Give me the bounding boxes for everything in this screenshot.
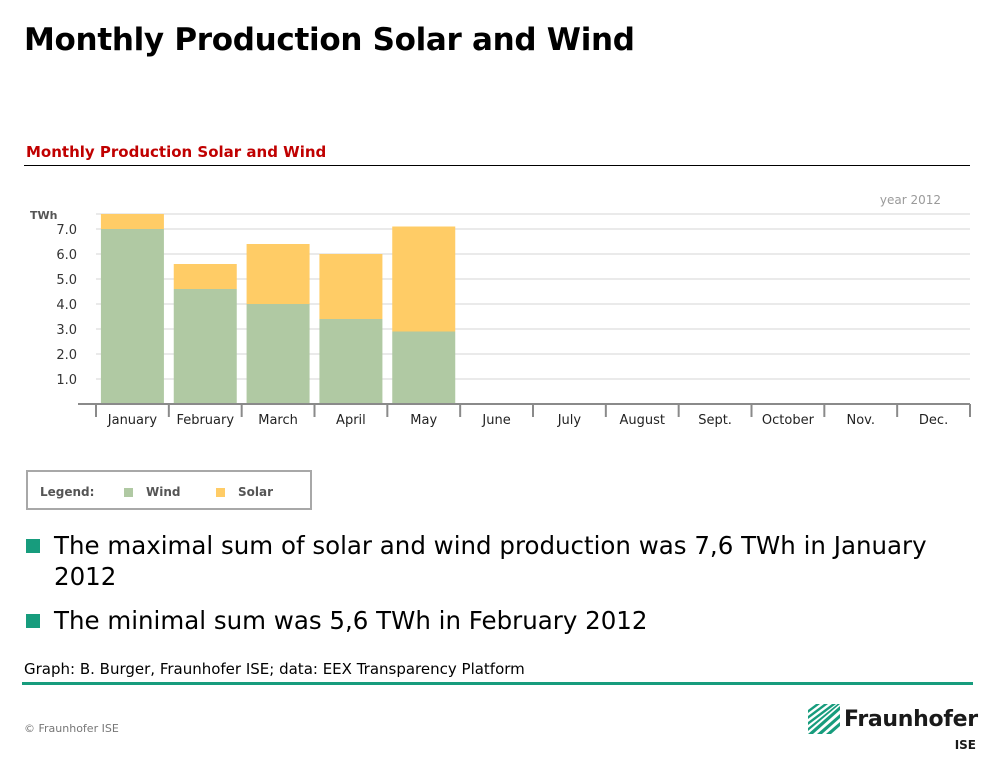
logo-name: Fraunhofer (844, 707, 978, 732)
chart-annotation: year 2012 (880, 193, 941, 207)
x-tick-label: July (557, 413, 582, 428)
bar-solar-april (319, 254, 383, 319)
x-tick-label: October (762, 413, 815, 428)
legend-label-solar: Solar (238, 485, 274, 499)
y-tick-label: 7.0 (56, 223, 77, 238)
bullet-list: The maximal sum of solar and wind produc… (26, 530, 956, 649)
y-tick-label: 4.0 (56, 298, 77, 313)
y-tick-label: 5.0 (56, 273, 77, 288)
x-tick-label: May (410, 413, 437, 428)
x-tick-label: August (620, 413, 666, 428)
legend: Legend: Wind Solar (26, 470, 312, 510)
bullet-item: The maximal sum of solar and wind produc… (26, 530, 956, 592)
bullet-square-icon (26, 614, 40, 628)
fraunhofer-logo-icon (808, 702, 840, 734)
bar-solar-march (246, 244, 310, 304)
legend-swatch-wind (124, 488, 133, 497)
y-tick-label: 3.0 (56, 323, 77, 338)
chart-title: Monthly Production Solar and Wind (26, 143, 327, 161)
x-tick-label: Dec. (919, 413, 948, 428)
legend-title: Legend: (40, 485, 95, 499)
x-tick-label: Sept. (698, 413, 732, 428)
y-tick-label: 2.0 (56, 348, 77, 363)
bar-wind-april (319, 319, 383, 404)
footer-rule (22, 682, 973, 685)
slide-title: Monthly Production Solar and Wind (24, 22, 635, 58)
legend-swatch-solar (216, 488, 225, 497)
y-tick-label: 6.0 (56, 248, 77, 263)
x-tick-label: January (107, 413, 158, 428)
bar-solar-february (173, 264, 237, 289)
bar-wind-february (173, 289, 237, 404)
bar-solar-may (392, 226, 456, 332)
bullet-square-icon (26, 539, 40, 553)
chart-title-rule (24, 165, 970, 166)
bullet-item: The minimal sum was 5,6 TWh in February … (26, 605, 956, 636)
y-tick-label: 1.0 (56, 373, 77, 388)
bar-wind-march (246, 304, 310, 404)
bar-wind-january (100, 229, 164, 404)
source-credit: Graph: B. Burger, Fraunhofer ISE; data: … (24, 660, 525, 678)
logo-sub: ISE (954, 738, 976, 752)
legend-label-wind: Wind (146, 485, 181, 499)
fraunhofer-logo: Fraunhofer ISE (808, 702, 978, 754)
bullet-text: The minimal sum was 5,6 TWh in February … (54, 606, 648, 635)
y-axis-label: TWh (30, 209, 57, 222)
x-tick-label: June (481, 413, 510, 428)
x-tick-label: March (258, 413, 298, 428)
bar-wind-may (392, 331, 456, 404)
bullet-text: The maximal sum of solar and wind produc… (54, 531, 927, 591)
copyright: © Fraunhofer ISE (24, 722, 119, 735)
x-tick-label: February (176, 413, 234, 428)
x-tick-label: Nov. (847, 413, 876, 428)
chart: year 2012 TWh 1.0 2.0 3.0 4.0 5.0 6.0 7.0 January… (30, 193, 971, 428)
x-tick-label: April (336, 413, 366, 428)
bar-solar-january (100, 214, 164, 229)
